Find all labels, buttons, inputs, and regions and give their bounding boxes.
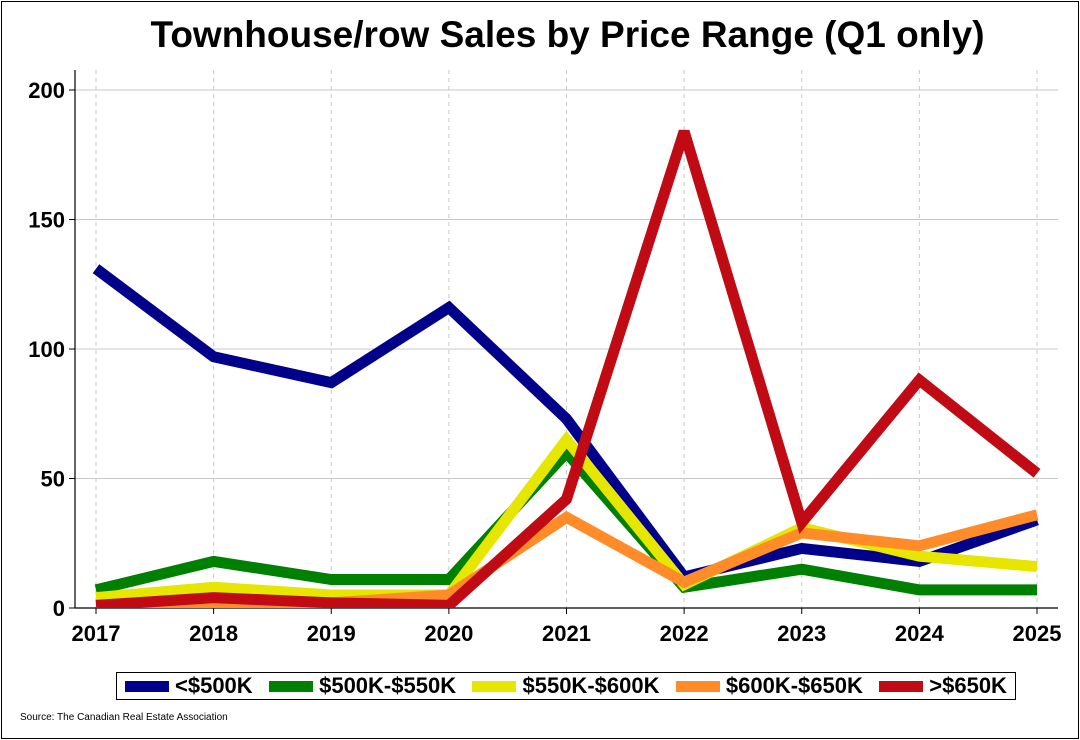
x-tick-label: 2023 [777, 621, 826, 646]
y-tick-label: 100 [28, 337, 65, 362]
legend-swatch [675, 680, 720, 692]
legend-label: $500K-$550K [319, 673, 457, 698]
legend: <$500K $500K-$550K $550K-$600K $600K-$65… [116, 672, 1016, 700]
x-tick-label: 2025 [1013, 621, 1062, 646]
grid-layer [75, 70, 1058, 608]
series-line-0 [92, 264, 1039, 584]
source-note: Source: The Canadian Real Estate Associa… [20, 712, 228, 723]
legend-item-over-650k: >$650K [879, 673, 1007, 699]
series-layer [92, 129, 1041, 608]
tick-label-layer: 0 50 100 150 200 2017 2018 2019 2020 2021 2022 2023… [28, 78, 1061, 646]
y-tick-label: 200 [28, 78, 65, 103]
axis-layer [69, 70, 1058, 614]
legend-item-500k-550k: $500K-$550K [269, 673, 456, 699]
legend-item-under-500k: <$500K [125, 673, 253, 699]
legend-label: <$500K [175, 673, 253, 698]
x-tick-label: 2018 [189, 621, 238, 646]
x-tick-label: 2017 [72, 621, 121, 646]
x-tick-label: 2024 [895, 621, 945, 646]
x-tick-label: 2022 [660, 621, 709, 646]
x-tick-label: 2019 [307, 621, 356, 646]
legend-swatch [125, 680, 169, 692]
legend-label: >$650K [929, 673, 1007, 698]
x-tick-label: 2021 [542, 621, 591, 646]
chart-title: Townhouse/row Sales by Price Range (Q1 o… [150, 14, 985, 55]
legend-item-600k-650k: $600K-$650K [675, 673, 863, 699]
legend-swatch [269, 680, 314, 692]
y-tick-label: 0 [53, 596, 65, 621]
x-tick-label: 2020 [424, 621, 473, 646]
series-line-1 [94, 444, 1037, 596]
legend-label: $550K-$600K [522, 673, 660, 698]
y-tick-label: 50 [41, 467, 65, 492]
series-line-4 [95, 129, 1041, 608]
legend-swatch [472, 680, 517, 692]
legend-item-550k-600k: $550K-$600K [472, 673, 659, 699]
y-tick-label: 150 [28, 208, 65, 233]
legend-swatch [879, 680, 924, 692]
legend-label: $600K-$650K [725, 673, 863, 698]
